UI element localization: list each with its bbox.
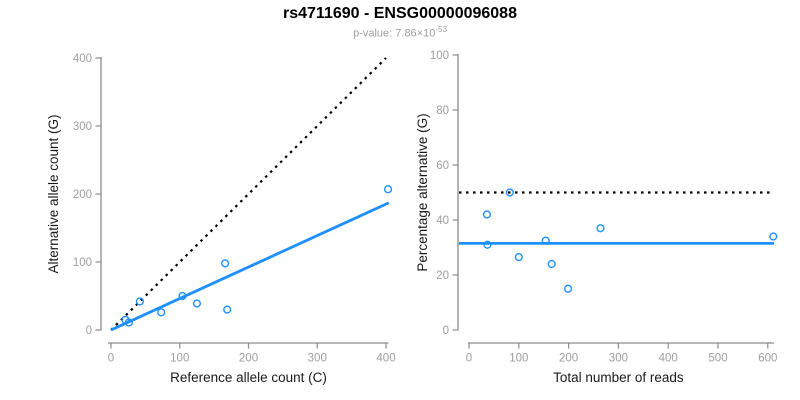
x-axis-title: Total number of reads [553, 370, 684, 385]
x-tick-label: 600 [758, 353, 777, 365]
x-axis-title: Reference allele count (C) [170, 370, 327, 385]
data-point [221, 259, 230, 268]
x-tick-label: 500 [708, 353, 727, 365]
regression-line [110, 201, 390, 332]
y-tick-label: 0 [86, 325, 92, 337]
y-tick-label: 100 [430, 50, 449, 62]
y-tick-label: 40 [436, 215, 449, 227]
page-title: rs4711690 - ENSG00000096088 [283, 5, 517, 22]
p-value-exponent: -53 [435, 25, 447, 34]
x-tick-label: 200 [559, 353, 578, 365]
x-tick-label: 0 [466, 353, 472, 365]
data-point [483, 240, 492, 249]
data-point [157, 308, 166, 317]
data-point [505, 188, 514, 197]
data-point [192, 299, 202, 308]
y-tick-label: 300 [73, 121, 92, 133]
y-axis-title: Percentage alternative (G) [415, 113, 430, 271]
y-tick-label: 400 [73, 53, 92, 65]
x-tick-label: 300 [609, 353, 628, 365]
y-tick-label: 100 [73, 257, 92, 269]
data-point [223, 305, 232, 314]
x-tick-label: 100 [170, 353, 189, 365]
x-tick-label: 300 [308, 353, 327, 365]
data-point [135, 297, 144, 306]
data-point [547, 259, 556, 269]
y-tick-label: 0 [443, 325, 449, 337]
y-tick-label: 60 [436, 160, 449, 172]
data-point [383, 185, 393, 194]
data-point [596, 224, 605, 233]
y-tick-label: 20 [436, 270, 449, 282]
x-tick-label: 100 [509, 353, 528, 365]
data-point [564, 284, 573, 293]
p-value-subtitle: p-value: 7.86×10-53 [0, 25, 800, 40]
data-point [178, 291, 187, 301]
y-tick-label: 80 [436, 105, 449, 117]
y-axis-title: Alternative allele count (G) [46, 114, 61, 273]
x-tick-label: 0 [108, 353, 114, 365]
data-point [124, 318, 133, 327]
y-tick-label: 200 [73, 189, 92, 201]
data-point [514, 253, 523, 262]
data-point [541, 236, 550, 245]
pct-alternative-vs-total-reads-plot: 0 100 200 300 400 500 600 0 20 40 60 80 100 Total num… [415, 50, 777, 385]
x-tick-label: 400 [376, 353, 395, 365]
x-tick-label: 400 [659, 353, 678, 365]
identity-line [110, 57, 387, 331]
p-value-text: p-value: 7.86×10 [353, 27, 436, 40]
data-point [482, 210, 492, 219]
alt-count-vs-ref-count-plot: 0 100 200 300 400 0 100 200 300 400 Reference alle… [46, 53, 396, 385]
x-tick-label: 200 [239, 353, 258, 365]
data-point [769, 232, 778, 241]
